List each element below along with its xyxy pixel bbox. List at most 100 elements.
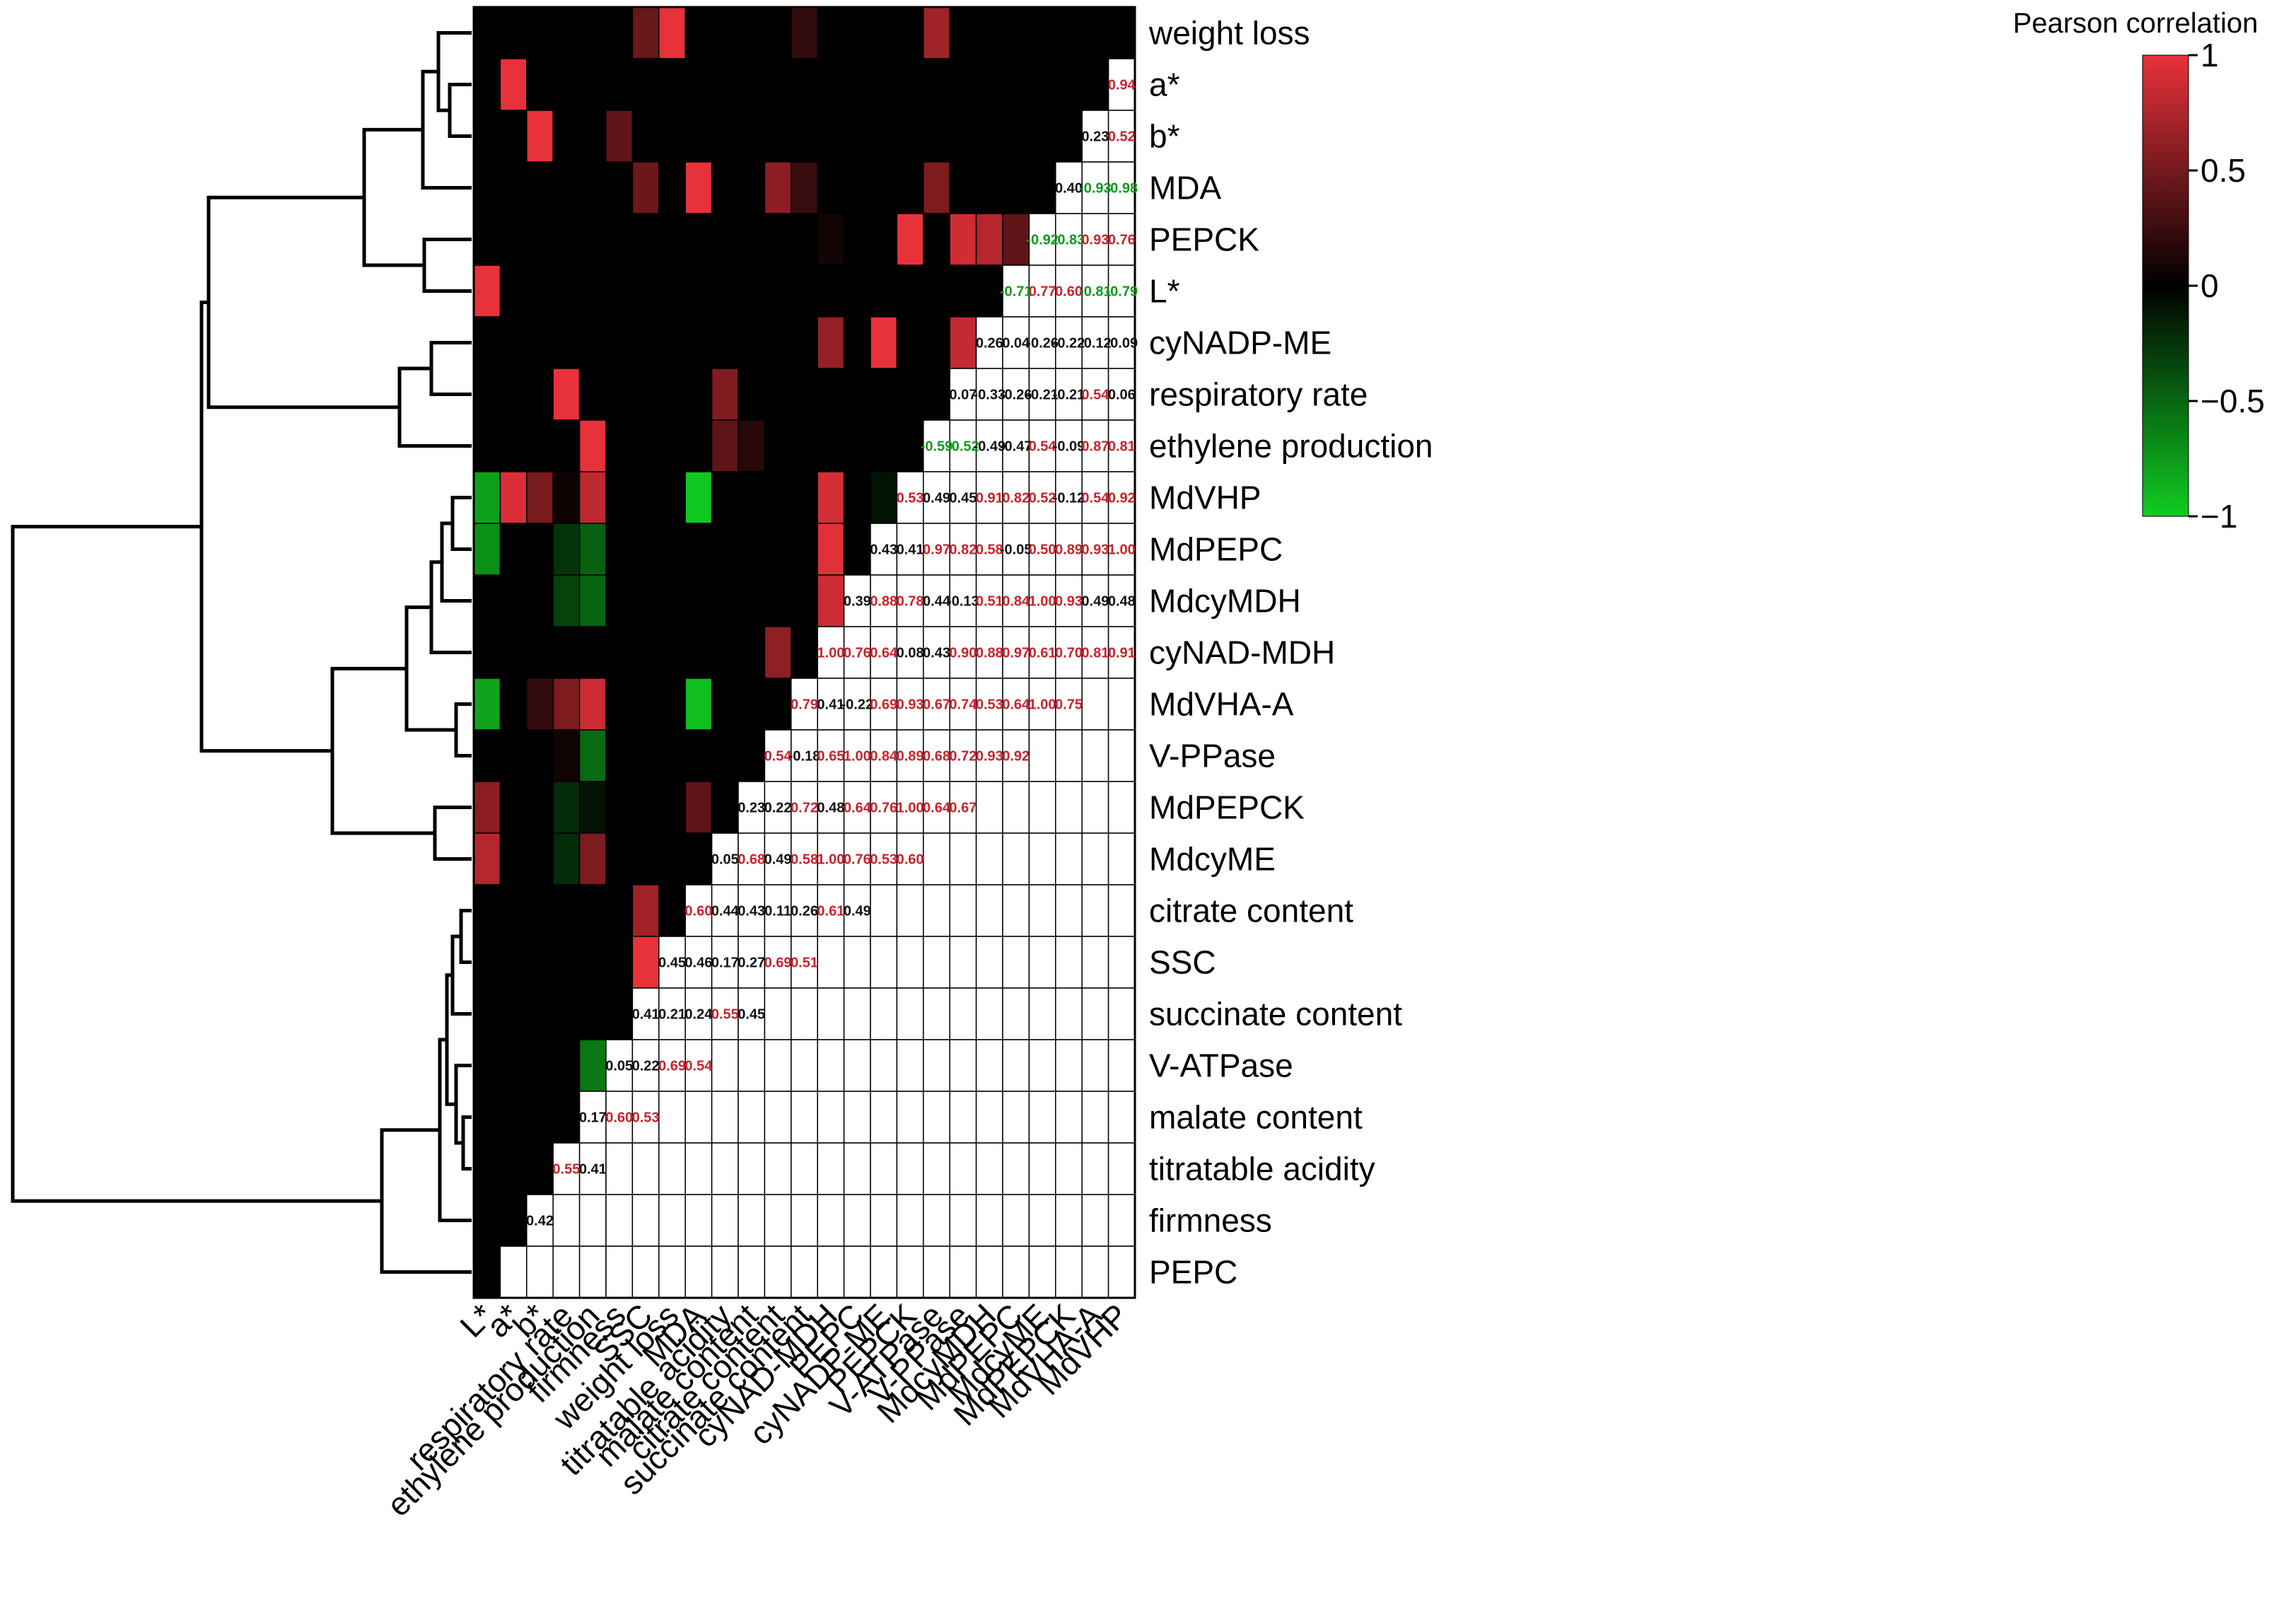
- heatmap-cell: [711, 1039, 739, 1092]
- heatmap-cell: [658, 368, 686, 421]
- heatmap-cell: [658, 1245, 686, 1299]
- cell-value-label: 0.04: [1002, 336, 1030, 352]
- heatmap-cell: [1081, 574, 1109, 627]
- heatmap-cell: [1081, 1091, 1109, 1144]
- heatmap-cell: [605, 6, 634, 59]
- heatmap-cell: [631, 1142, 660, 1195]
- cell-value-label: 0.61: [1029, 646, 1056, 661]
- heatmap-cell: [711, 1245, 739, 1299]
- heatmap-cell: [1107, 1194, 1136, 1247]
- heatmap-cell: [658, 832, 686, 885]
- heatmap-cell: [843, 1091, 871, 1144]
- heatmap-cell: [526, 368, 554, 421]
- heatmap-cell: [923, 161, 950, 214]
- heatmap-cell: [1002, 6, 1030, 59]
- heatmap-cell: [1081, 110, 1109, 163]
- cell-value-label: 0.53: [897, 491, 924, 506]
- heatmap-cell: [631, 161, 660, 214]
- heatmap-cell: [843, 316, 871, 369]
- cell-value-label: 0.60: [897, 852, 924, 868]
- heatmap-cell: [738, 626, 766, 679]
- heatmap-cell: [711, 265, 739, 318]
- cell-value-label: 0.87: [1081, 439, 1109, 455]
- heatmap-cell: [843, 213, 871, 266]
- heatmap-cell: [552, 265, 581, 318]
- heatmap-cell: [1028, 6, 1056, 59]
- row-label: MDA: [1149, 170, 1222, 207]
- heatmap-cell: [473, 729, 501, 782]
- heatmap-cell: [578, 6, 607, 59]
- heatmap-cell: [473, 213, 501, 266]
- cell-value-label: 0.74: [949, 697, 977, 713]
- heatmap-cell: [473, 1039, 501, 1092]
- heatmap-cells: [472, 6, 1136, 1299]
- cell-value-label: 0.94: [1108, 78, 1136, 93]
- cell-value-label: 1.00: [817, 852, 844, 868]
- heatmap-cell: [843, 626, 871, 679]
- heatmap-cell: [631, 110, 660, 163]
- heatmap-cell: [764, 574, 792, 627]
- cell-value-label: 0.45: [949, 491, 977, 506]
- heatmap-cell: [949, 936, 977, 989]
- heatmap-cell: [526, 265, 554, 318]
- heatmap-cell: [949, 110, 977, 163]
- heatmap-cell: [949, 316, 977, 369]
- heatmap-cell: [1081, 1194, 1109, 1247]
- heatmap-cell: [605, 316, 634, 369]
- heatmap-cell: [764, 316, 792, 369]
- heatmap-cell: [658, 316, 686, 369]
- cell-value-label: 0.54: [764, 749, 793, 765]
- heatmap-cell: [578, 729, 607, 782]
- cell-value-label: -0.21: [1053, 388, 1085, 403]
- heatmap-cell: [1028, 1091, 1056, 1144]
- cell-value-label: 0.44: [711, 904, 740, 919]
- cell-value-label: 0.39: [844, 594, 871, 610]
- cell-value-label: -0.71: [1000, 284, 1032, 300]
- cell-value-label: 0.69: [658, 1059, 686, 1074]
- cell-value-label: 0.40: [1055, 181, 1083, 197]
- heatmap-cell: [711, 523, 739, 576]
- heatmap-cell: [1055, 316, 1083, 369]
- heatmap-cell: [843, 1194, 871, 1247]
- row-label: L*: [1149, 273, 1180, 310]
- heatmap-cell: [684, 1142, 713, 1195]
- cell-value-label: 0.76: [844, 646, 871, 661]
- heatmap-cell: [1028, 1142, 1056, 1195]
- heatmap-cell: [870, 110, 898, 163]
- cell-value-label: -0.13: [947, 594, 979, 610]
- heatmap-cell: [499, 265, 528, 318]
- cell-value-label: 0.54: [1029, 439, 1057, 455]
- heatmap-cell: [738, 1091, 766, 1144]
- row-label: malate content: [1149, 1099, 1363, 1136]
- heatmap-cell: [896, 884, 924, 937]
- heatmap-cell: [896, 161, 924, 214]
- cell-value-label: -0.12: [1079, 336, 1112, 352]
- heatmap-cell: [764, 1194, 792, 1247]
- heatmap-cell: [843, 1039, 871, 1092]
- heatmap-cell: [764, 110, 792, 163]
- heatmap-cell: [499, 987, 528, 1040]
- heatmap-cell: [552, 884, 581, 937]
- heatmap-cell: [1081, 1039, 1109, 1092]
- heatmap-cell: [578, 316, 607, 369]
- heatmap-cell: [738, 1039, 766, 1092]
- heatmap-cell: [791, 161, 818, 214]
- heatmap-cell: [473, 161, 501, 214]
- cell-value-label: 0.22: [764, 801, 792, 816]
- heatmap-cell: [870, 1245, 898, 1299]
- heatmap-cell: [1002, 781, 1030, 834]
- heatmap-cell: [526, 58, 554, 111]
- heatmap-cell: [711, 419, 739, 472]
- cell-value-label: 0.26: [976, 336, 1003, 352]
- heatmap-cell: [1055, 1091, 1083, 1144]
- cell-value-labels: 0.940.230.520.40-0.93-0.98-0.92-0.830.93…: [526, 78, 1138, 1229]
- heatmap-cell: [1055, 781, 1083, 834]
- heatmap-cell: [764, 987, 792, 1040]
- heatmap-cell: [711, 6, 739, 59]
- heatmap-cell: [711, 626, 739, 679]
- heatmap-cell: [1055, 729, 1083, 782]
- heatmap-cell: [738, 1142, 766, 1195]
- heatmap-cell: [738, 936, 766, 989]
- heatmap-cell: [711, 1142, 739, 1195]
